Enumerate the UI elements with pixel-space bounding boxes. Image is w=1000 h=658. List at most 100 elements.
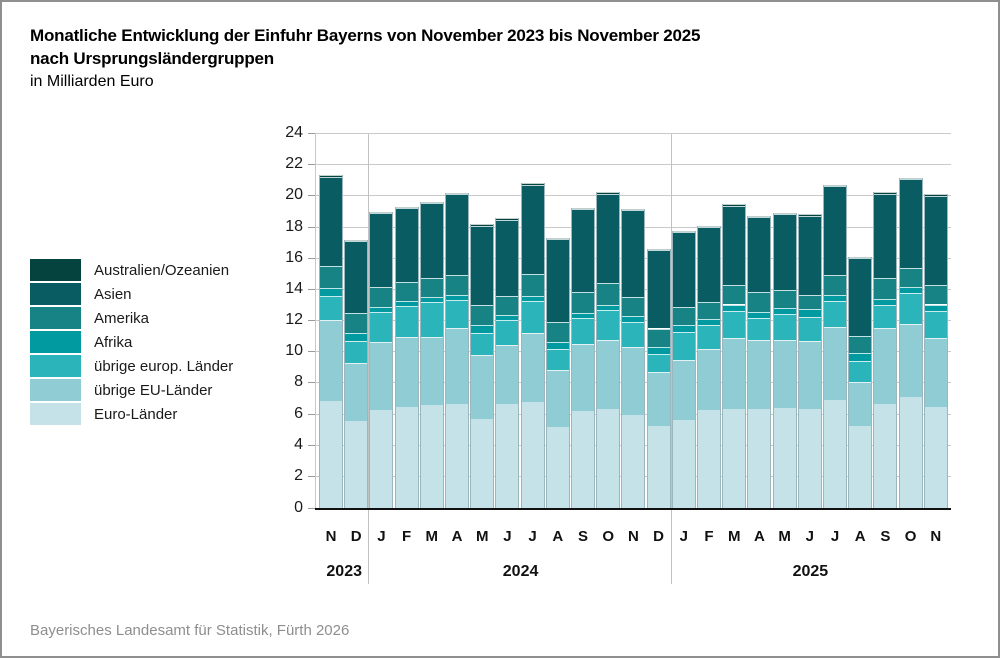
bar-segment-übrige europ. Länder [773,314,796,341]
legend-swatch-Asien [30,283,81,305]
bar-segment-Afrika [824,294,846,301]
bar-segment-Australien/Ozeanien [521,183,544,185]
bar-segment-Asien [572,208,594,292]
bar-segment-Australien/Ozeanien [672,230,695,233]
bar-segment-Amerika [597,283,620,306]
bar-segment-übrige EU-Länder [572,343,594,412]
legend-item: Amerika [30,307,233,329]
ytick-label-24: 24 [285,124,303,141]
bar-segment-Australien/Ozeanien [345,239,368,242]
ytick-label-0: 0 [294,499,303,516]
legend-item: Afrika [30,331,233,353]
bar-segment-Asien [622,210,645,297]
ytick-label-6: 6 [294,404,303,422]
bar-segment-übrige europ. Länder [622,321,645,347]
month-label-24: N [930,528,942,545]
bar-segment-Afrika [723,304,746,312]
month-label-16: M [727,528,741,545]
bar-segment-übrige europ. Länder [597,310,620,340]
bar-segment-Amerika [672,306,695,326]
bar-segment-Afrika [345,332,368,341]
bar-22-S [873,192,898,508]
month-label-21: A [854,528,866,545]
month-label-10: S [577,528,588,545]
bar-24-N [923,194,948,508]
bar-segment-übrige EU-Länder [798,341,821,409]
legend-swatch-Amerika [30,307,81,329]
bar-segment-Asien [345,241,368,313]
bar-segment-Asien [698,227,720,303]
bar-7-J [495,218,520,508]
bar-segment-Amerika [572,291,594,313]
ytick-mark-24 [308,133,315,134]
bar-2-J [369,211,394,508]
month-label-11: O [602,528,615,545]
legend-swatch-Euro-Länder [30,403,81,425]
bar-segment-Australien/Ozeanien [773,212,796,214]
bar-segment-Amerika [824,275,846,295]
bar-segment-übrige europ. Länder [672,331,695,361]
bar-segment-Asien [471,225,494,306]
bar-segment-übrige europ. Länder [647,353,670,372]
legend-label: Australien/Ozeanien [94,261,230,279]
ytick-label-8: 8 [294,373,303,391]
bar-segment-Asien [395,208,418,282]
month-label-8: J [528,528,537,545]
ytick-mark-20 [308,195,315,197]
gridline-20 [315,195,951,197]
bar-segment-Australien/Ozeanien [320,175,342,177]
bar-segment-Asien [874,193,897,278]
bar-segment-Afrika [647,346,670,354]
bar-segment-Euro-Länder [345,420,368,508]
bar-0-N [319,175,343,508]
bar-segment-Australien/Ozeanien [622,209,645,211]
legend-item: Asien [30,283,233,305]
bar-segment-übrige EU-Länder [647,371,670,426]
bar-segment-Asien [798,215,821,295]
bar-segment-Euro-Länder [420,405,443,508]
bar-segment-Euro-Länder [446,403,468,508]
bar-segment-übrige europ. Länder [824,300,846,327]
bar-segment-Euro-Länder [924,406,947,508]
source-credit: Bayerisches Landesamt für Statistik, Für… [30,622,350,639]
legend-swatch-übrige EU-Länder [30,379,81,401]
bar-segment-Amerika [446,275,468,295]
bar-segment-übrige EU-Länder [496,345,519,404]
bar-segment-Australien/Ozeanien [924,194,947,196]
bar-segment-Australien/Ozeanien [546,237,569,240]
bar-segment-Euro-Länder [597,409,620,508]
year-separator [670,134,672,584]
bar-segment-übrige europ. Länder [345,340,368,363]
bar-segment-Euro-Länder [572,411,594,508]
month-label-18: M [778,528,791,545]
bar-segment-Euro-Länder [647,425,670,508]
bar-segment-Amerika [748,291,771,312]
ytick-label-12: 12 [285,311,303,328]
plot-left-border [315,134,316,508]
bar-segment-übrige europ. Länder [874,305,897,329]
legend-swatch-Australien/Ozeanien [30,259,81,281]
bar-segment-Amerika [849,336,872,353]
bar-18-M [772,212,797,508]
bar-segment-Asien [849,258,872,337]
bar-segment-Asien [496,219,519,296]
bar-10-S [571,207,595,508]
bar-segment-Amerika [647,328,670,347]
ytick-label-4: 4 [294,435,303,453]
bar-segment-Australien/Ozeanien [572,207,594,209]
bar-17-A [747,215,772,508]
bar-segment-Asien [597,193,620,284]
gridline-22 [315,164,951,166]
bar-segment-Australien/Ozeanien [874,192,897,194]
bar-segment-Afrika [395,301,418,306]
plot-area: 0 2 4 6 8 10 12 14 16 18 20 22 24 N D J F M A M J J A S O N D J F M A M… [285,124,951,584]
bar-segment-Euro-Länder [370,410,393,508]
bar-segment-Amerika [521,274,544,296]
ytick-mark-18 [308,226,315,228]
ytick-label-20: 20 [285,186,303,204]
bar-segment-Australien/Ozeanien [370,211,393,214]
bar-segment-übrige EU-Länder [748,340,771,410]
bar-segment-übrige EU-Länder [521,333,544,402]
bar-segment-Afrika [370,306,393,312]
bar-6-M [470,224,495,508]
